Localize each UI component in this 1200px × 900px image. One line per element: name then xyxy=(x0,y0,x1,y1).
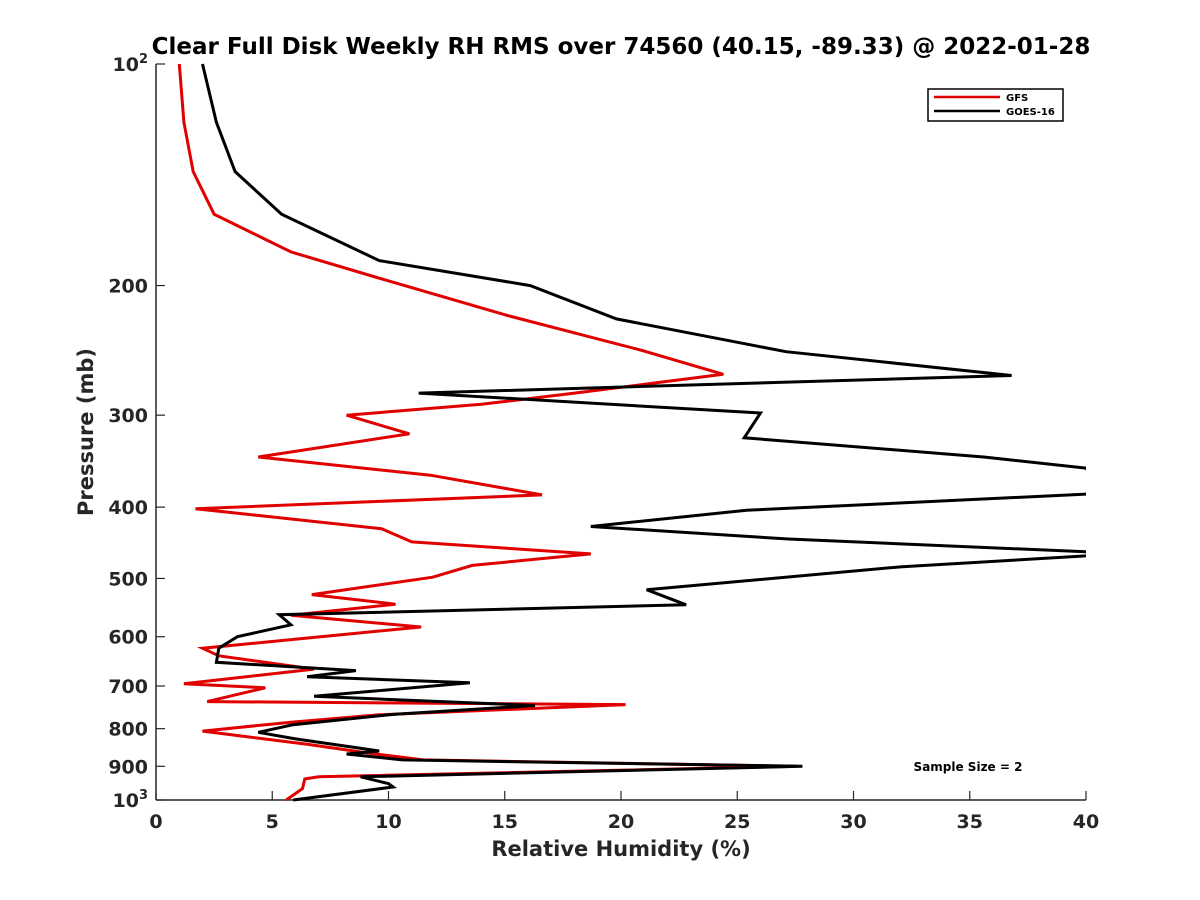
y-tick-label: 700 xyxy=(108,676,148,698)
y-tick-label: 200 xyxy=(108,276,148,298)
y-tick-label: 600 xyxy=(108,627,148,649)
x-tick-label: 35 xyxy=(957,811,983,833)
y-tick-label: 900 xyxy=(108,756,148,778)
y-tick-label: 400 xyxy=(108,497,148,519)
y-tick-label: 103 xyxy=(113,788,149,812)
x-tick-label: 15 xyxy=(492,811,518,833)
chart-title: Clear Full Disk Weekly RH RMS over 74560… xyxy=(152,34,1091,60)
x-tick-label: 10 xyxy=(375,811,401,833)
x-tick-label: 30 xyxy=(840,811,866,833)
axes: 0 5 10 15 20 25 30 35 40 102 200 300 400 500 600 700 800… xyxy=(108,52,1099,833)
x-axis-label: Relative Humidity (%) xyxy=(491,837,750,861)
x-tick-label: 20 xyxy=(608,811,634,833)
y-tick-label: 300 xyxy=(108,405,148,427)
series-layer xyxy=(177,63,1086,802)
x-tick-label: 40 xyxy=(1073,811,1099,833)
y-tick-label: 102 xyxy=(113,52,149,76)
legend-label: GOES-16 xyxy=(1006,107,1055,118)
y-axis-label: Pressure (mb) xyxy=(74,348,98,516)
legend: GFS GOES-16 xyxy=(927,88,1064,122)
y-tick-label: 500 xyxy=(108,568,148,590)
series-line-0 xyxy=(177,63,798,802)
x-tick-label: 5 xyxy=(266,811,279,833)
y-tick-label: 800 xyxy=(108,719,148,741)
series-line-1 xyxy=(201,63,1086,802)
sample-size-annotation: Sample Size = 2 xyxy=(914,760,1023,774)
legend-label: GFS xyxy=(1006,93,1028,104)
x-tick-label: 25 xyxy=(724,811,750,833)
x-tick-label: 0 xyxy=(149,811,162,833)
legend-box xyxy=(927,88,1064,122)
